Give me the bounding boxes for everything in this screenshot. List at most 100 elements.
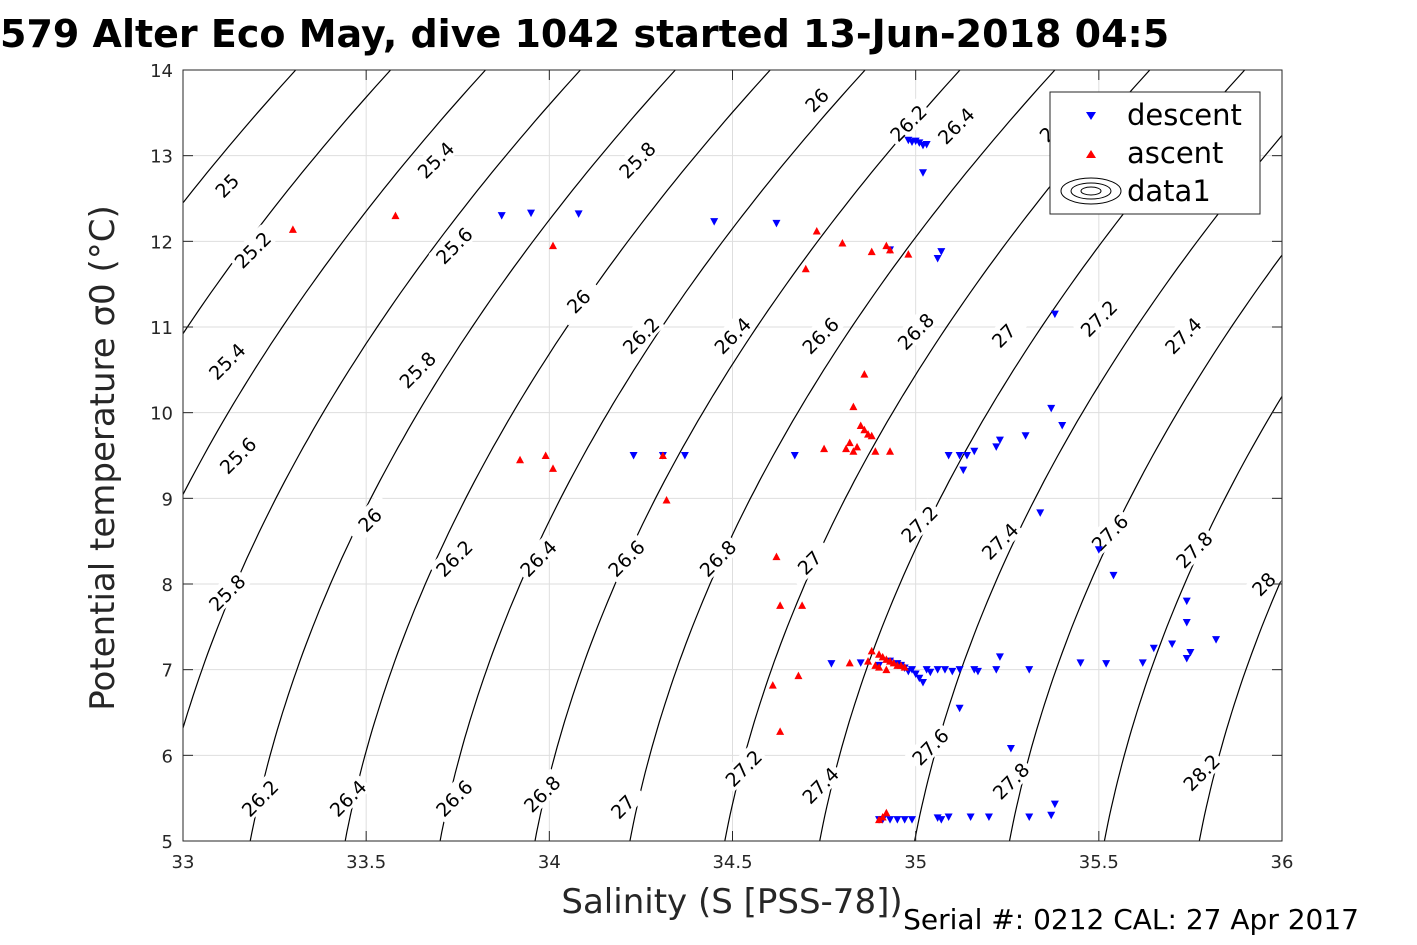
isopycnal-line [183, 70, 297, 204]
descent-point [574, 210, 583, 218]
ascent-point [658, 451, 667, 459]
contour-label-bg [904, 721, 955, 771]
isopycnal-line [344, 70, 772, 841]
descent-point [1058, 422, 1067, 430]
legend-box [1049, 91, 1261, 215]
contour-label-bg [553, 275, 603, 326]
ascent-point [878, 652, 887, 661]
contour-label-bg [783, 537, 834, 587]
x-tick-label: 34.5 [712, 852, 752, 873]
ascent-point [860, 370, 869, 378]
descent-point [1182, 597, 1191, 606]
ascent-point [875, 663, 884, 671]
ascent-point [871, 447, 880, 455]
contour-label-bg [600, 532, 651, 583]
ascent-point [776, 601, 785, 609]
y-tick-label: 14 [150, 61, 173, 82]
x-axis-label: Salinity (S [PSS-78]) [561, 882, 902, 922]
ascent-point [548, 464, 557, 472]
y-tick-label: 11 [150, 318, 173, 339]
legend-data1-contour-icon [1060, 177, 1122, 205]
descent-point [933, 666, 942, 674]
contour-label-bg [1084, 507, 1134, 557]
ascent-point [845, 438, 854, 447]
descent-point [1036, 509, 1045, 517]
descent-point [970, 666, 979, 674]
contour-label-bg [227, 224, 277, 274]
descent-point [1212, 636, 1221, 644]
ascent-point [845, 658, 854, 667]
ascent-point [875, 815, 884, 824]
contour-label-bg [1073, 292, 1123, 343]
contour-label-bg [985, 755, 1035, 806]
descent-point [966, 813, 975, 822]
descent-point [992, 443, 1001, 451]
contour-label-bg [794, 759, 845, 810]
descent-point [1168, 640, 1177, 648]
contour-label-bg [615, 310, 665, 360]
descent-point [908, 816, 917, 824]
ascent-point [882, 665, 891, 674]
contour-label-bg [978, 310, 1028, 360]
ascent-point [849, 447, 858, 455]
ascent-point [772, 552, 781, 561]
contour-label-bg [392, 344, 442, 394]
descent-point [955, 666, 964, 674]
descent-point [915, 139, 924, 147]
descent-point [937, 816, 946, 824]
descent-point [970, 447, 979, 456]
descent-point [710, 218, 719, 226]
y-tick-label: 12 [150, 232, 173, 253]
descent-point [922, 141, 931, 149]
isopycnal-line [183, 70, 582, 731]
ascent-point [904, 250, 913, 258]
descent-point [497, 212, 506, 220]
ascent-point [801, 264, 810, 273]
contour-label-bg [718, 742, 768, 793]
contour-label-bg [597, 781, 647, 831]
descent-point [1182, 619, 1191, 627]
ascent-point [886, 447, 895, 455]
ascent-point [391, 211, 400, 220]
descent-point [680, 452, 689, 460]
ascent-point [768, 681, 777, 689]
isopycnal-line [439, 70, 866, 841]
isopycnal-line [249, 70, 677, 841]
y-tick-label: 8 [162, 575, 173, 596]
contour-label-bg [516, 768, 567, 818]
descent-point [856, 659, 865, 667]
descent-point [790, 452, 799, 460]
descent-point [937, 248, 946, 256]
descent-point [959, 466, 968, 475]
ascent-point [820, 444, 829, 453]
ascent-point [853, 442, 862, 451]
contour-label-bg [930, 100, 981, 150]
ascent-point [541, 451, 550, 459]
x-tick-label: 35 [904, 852, 927, 873]
isopycnal-line [183, 70, 487, 496]
density-contour-labels: 2525.225.425.625.826.225.425.625.82626.2… [201, 74, 1288, 831]
contour-label: 26.6 [600, 532, 651, 583]
descent-point [995, 653, 1004, 661]
descent-point [1186, 649, 1195, 657]
contour-label-bg [201, 160, 252, 210]
isopycnal-line [534, 70, 961, 841]
y-tick-label: 7 [162, 661, 173, 682]
x-tick-label: 35.5 [1079, 852, 1119, 873]
contour-label-bg [882, 97, 933, 148]
isopycnal-line [1103, 395, 1282, 841]
descent-point [1047, 404, 1056, 413]
ascent-point [838, 239, 847, 247]
ascent-point [864, 657, 873, 665]
ascent-point [867, 247, 876, 256]
contour-label-bg [428, 220, 479, 270]
ascent-point [849, 402, 858, 411]
density-contours [183, 70, 1282, 841]
descent-point [772, 219, 781, 228]
descent-point [1050, 310, 1059, 319]
ascent-point [882, 808, 891, 817]
contour-label-bg [611, 134, 662, 185]
contour-label-bg [794, 310, 845, 360]
descent-point [1138, 659, 1147, 667]
